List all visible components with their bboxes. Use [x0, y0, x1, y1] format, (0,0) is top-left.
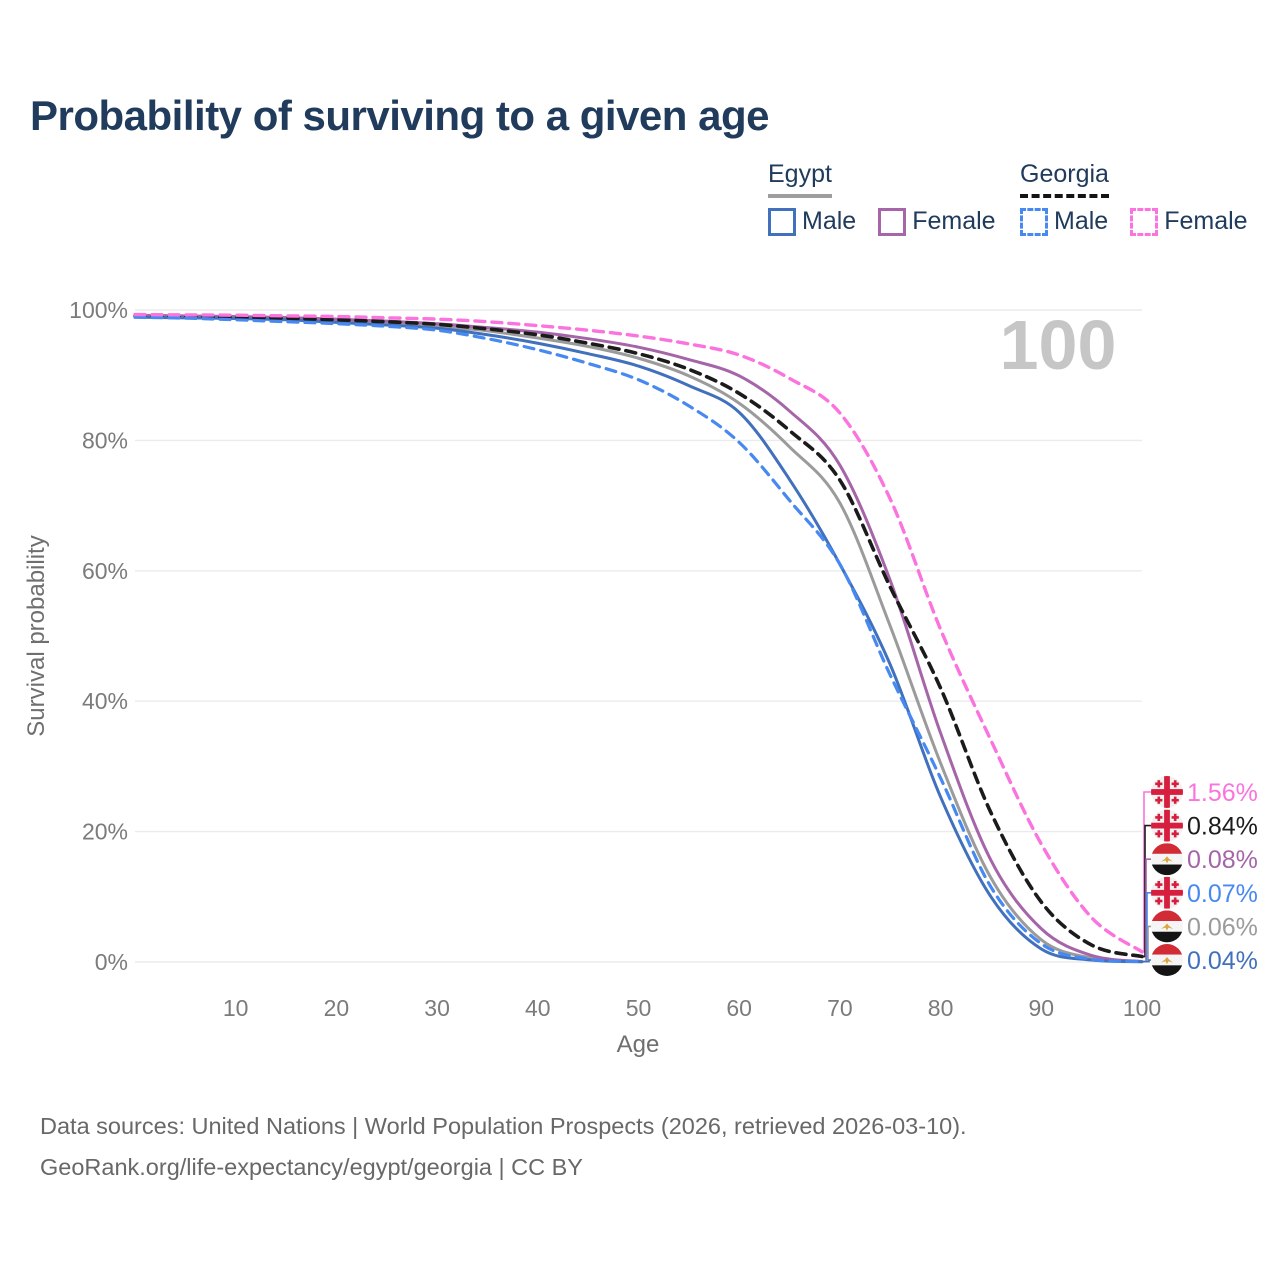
legend-label-egypt-female: Female	[912, 207, 996, 235]
series-line-egypt-male[interactable]	[133, 315, 1144, 964]
end-label-georgia-both-sexes: 0.84%	[1142, 809, 1258, 958]
legend-label-egypt-male: Male	[802, 207, 857, 235]
series-lines	[133, 312, 1144, 964]
x-tick-80: 80	[928, 995, 954, 1021]
legend-swatch-egypt-female	[878, 207, 907, 236]
legend-swatch-georgia-female	[1130, 207, 1159, 236]
end-label-value: 0.04%	[1187, 947, 1258, 975]
footer-sources: Data sources: United Nations | World Pop…	[40, 1113, 967, 1139]
gridlines	[135, 309, 1142, 963]
x-tick-10: 10	[223, 995, 249, 1021]
end-label-value: 0.06%	[1187, 913, 1258, 941]
egypt-eagle-emblem	[1161, 856, 1173, 864]
egypt-flag-icon	[1151, 843, 1183, 876]
legend-group-georgia: Georgia Male Female	[1020, 160, 1250, 236]
egypt-flag-icon	[1151, 910, 1183, 943]
y-axis-tick-labels: 0% 20% 40% 60% 80% 100%	[69, 297, 128, 975]
legend-swatch-georgia-male	[1020, 207, 1048, 236]
y-tick-80: 80%	[82, 427, 128, 453]
y-tick-100: 100%	[69, 297, 128, 323]
x-tick-50: 50	[626, 995, 652, 1021]
egypt-eagle-emblem	[1161, 957, 1173, 965]
x-tick-90: 90	[1029, 995, 1055, 1021]
legend-item-egypt-male[interactable]: Male	[768, 207, 856, 236]
georgia-flag-icon	[1151, 776, 1183, 808]
y-tick-20: 20%	[82, 819, 128, 845]
series-line-georgia-both-sexes[interactable]	[133, 314, 1144, 959]
series-line-egypt-female[interactable]	[133, 313, 1144, 963]
series-line-egypt-both-sexes[interactable]	[133, 315, 1144, 964]
x-tick-100: 100	[1123, 995, 1161, 1021]
end-label-value: 1.56%	[1187, 779, 1258, 807]
y-tick-60: 60%	[82, 558, 128, 584]
x-axis-title: Age	[617, 1031, 660, 1058]
end-label-egypt-female: 0.08%	[1142, 843, 1258, 963]
x-tick-70: 70	[827, 995, 853, 1021]
end-label-egypt-both-sexes: 0.06%	[1142, 910, 1258, 963]
legend-swatch-egypt-male	[768, 207, 796, 236]
end-value-labels: 1.56% 0.84% 0.08% 0.07% 0.06% 0.04%	[1142, 776, 1258, 976]
hover-age-watermark: 100	[1000, 306, 1117, 384]
end-label-georgia-female: 1.56%	[1142, 776, 1258, 953]
x-tick-60: 60	[726, 995, 752, 1021]
end-label-connector	[1142, 824, 1151, 958]
footer: Data sources: United Nations | World Pop…	[40, 1106, 967, 1188]
end-label-connector	[1142, 959, 1151, 963]
y-tick-0: 0%	[95, 949, 128, 975]
end-label-connector	[1142, 791, 1151, 953]
legend-header-georgia: Georgia	[1020, 160, 1109, 198]
y-tick-40: 40%	[82, 688, 128, 714]
end-label-egypt-male: 0.04%	[1142, 944, 1258, 976]
x-tick-20: 20	[324, 995, 350, 1021]
x-axis-tick-labels: 10 20 30 40 50 60 70 80 90 100	[223, 995, 1161, 1021]
legend-label-georgia-female: Female	[1164, 207, 1248, 235]
egypt-eagle-emblem	[1161, 923, 1173, 931]
georgia-flag-icon	[1151, 809, 1183, 842]
x-tick-40: 40	[525, 995, 551, 1021]
series-line-georgia-female[interactable]	[133, 312, 1144, 954]
footer-attribution: GeoRank.org/life-expectancy/egypt/georgi…	[40, 1154, 583, 1180]
egypt-flag-icon	[1151, 944, 1183, 976]
end-label-value: 0.08%	[1187, 846, 1258, 874]
series-line-georgia-male[interactable]	[133, 315, 1144, 964]
x-tick-30: 30	[424, 995, 450, 1021]
end-label-value: 0.84%	[1187, 813, 1258, 841]
end-label-georgia-male: 0.07%	[1142, 876, 1258, 963]
legend-item-georgia-female[interactable]: Female	[1130, 207, 1248, 236]
legend-group-egypt: Egypt Male Female	[768, 160, 998, 236]
legend-label-georgia-male: Male	[1054, 207, 1109, 235]
legend-item-georgia-male[interactable]: Male	[1020, 207, 1108, 236]
legend-item-egypt-female[interactable]: Female	[878, 207, 996, 236]
end-label-value: 0.07%	[1187, 880, 1258, 908]
legend-header-egypt: Egypt	[768, 160, 832, 198]
page-title: Probability of surviving to a given age	[30, 92, 769, 139]
georgia-flag-icon	[1151, 876, 1183, 909]
y-axis-title: Survival probability	[23, 535, 50, 736]
